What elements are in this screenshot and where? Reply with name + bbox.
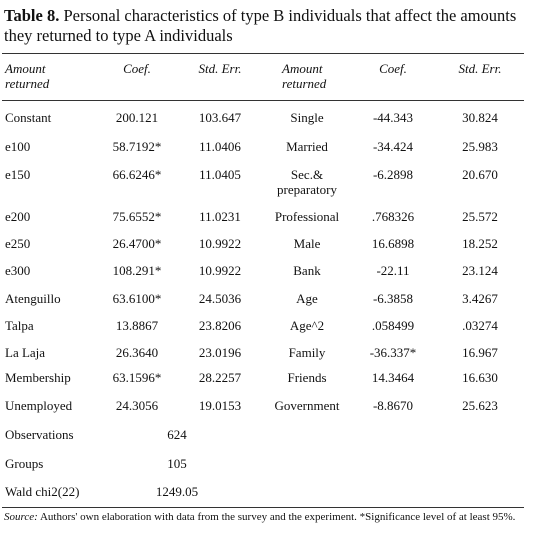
row-label: Membership bbox=[5, 370, 71, 385]
table-cell: 16.6898 bbox=[371, 236, 415, 251]
header-rule bbox=[2, 100, 524, 101]
table-cell: .03274 bbox=[462, 318, 498, 333]
table-cell: 14.3464 bbox=[371, 370, 415, 385]
table-cell: 63.1596* bbox=[112, 370, 162, 385]
row-label: e150 bbox=[5, 167, 31, 182]
row-label: Friends bbox=[287, 370, 327, 385]
table-cell: 25.623 bbox=[462, 398, 498, 413]
title-text: Personal characteristics of type B indiv… bbox=[4, 6, 517, 45]
row-label: La Laja bbox=[5, 345, 46, 360]
stat-label: Groups bbox=[5, 456, 44, 471]
row-label: e100 bbox=[5, 139, 31, 154]
source-text: Authors' own elaboration with data from … bbox=[39, 511, 516, 523]
table-cell: 24.3056 bbox=[115, 398, 159, 413]
table-cell: 58.7192* bbox=[112, 139, 162, 154]
table-cell: -34.424 bbox=[372, 139, 414, 154]
table-cell: 11.0405 bbox=[199, 167, 241, 182]
table-cell: 20.670 bbox=[462, 167, 498, 182]
table-cell: 66.6246* bbox=[112, 167, 162, 182]
row-label: Married bbox=[286, 139, 328, 154]
stat-label: Wald chi2(22) bbox=[5, 484, 80, 499]
table-cell: -36.337* bbox=[369, 345, 417, 360]
table-cell: -8.8670 bbox=[372, 398, 414, 413]
row-label: Bank bbox=[293, 263, 321, 278]
stat-label: Observations bbox=[5, 427, 74, 442]
table-cell: 23.8206 bbox=[198, 318, 242, 333]
table-cell: 75.6552* bbox=[112, 209, 162, 224]
table-cell: 28.2257 bbox=[198, 370, 242, 385]
table-cell: 30.824 bbox=[462, 110, 498, 125]
stat-value: 105 bbox=[167, 456, 187, 471]
row-label: e250 bbox=[5, 236, 31, 251]
table-cell: 11.0231 bbox=[199, 209, 241, 224]
table-cell: 19.0153 bbox=[198, 398, 242, 413]
bottom-rule bbox=[2, 507, 524, 508]
header-cell: Std. Err. bbox=[198, 61, 242, 76]
table-cell: 3.4267 bbox=[462, 291, 498, 306]
top-rule bbox=[2, 53, 524, 54]
table-cell: 23.0196 bbox=[198, 345, 242, 360]
source-note: Source: Authors' own elaboration with da… bbox=[4, 510, 530, 524]
table-cell: 10.9922 bbox=[198, 263, 242, 278]
row-label: e200 bbox=[5, 209, 31, 224]
row-label: Professional bbox=[274, 209, 340, 224]
header-cell: Coef. bbox=[123, 61, 151, 76]
table-cell: 25.572 bbox=[462, 209, 498, 224]
table-cell: 26.4700* bbox=[112, 236, 162, 251]
table-cell: -44.343 bbox=[372, 110, 414, 125]
stat-value: 1249.05 bbox=[155, 484, 199, 499]
header-cell: Amount returned bbox=[5, 61, 50, 91]
table-cell: 18.252 bbox=[462, 236, 498, 251]
table-cell: 103.647 bbox=[198, 110, 242, 125]
title-label: Table 8. bbox=[4, 6, 60, 25]
table-title: Table 8. Personal characteristics of typ… bbox=[4, 6, 530, 46]
row-label: Age bbox=[296, 291, 318, 306]
table-cell: 13.8867 bbox=[115, 318, 159, 333]
table-cell: -22.11 bbox=[376, 263, 410, 278]
row-label: e300 bbox=[5, 263, 31, 278]
table-cell: 16.630 bbox=[462, 370, 498, 385]
table-cell: 16.967 bbox=[462, 345, 498, 360]
header-cell: Coef. bbox=[379, 61, 407, 76]
row-label: Government bbox=[274, 398, 340, 413]
table-cell: -6.3858 bbox=[372, 291, 414, 306]
table-cell: .768326 bbox=[371, 209, 415, 224]
table-cell: 24.5036 bbox=[198, 291, 242, 306]
row-label: Talpa bbox=[5, 318, 34, 333]
table-cell: 108.291* bbox=[112, 263, 162, 278]
table-cell: -6.2898 bbox=[372, 167, 414, 182]
table-cell: .058499 bbox=[371, 318, 415, 333]
table-cell: 26.3640 bbox=[115, 345, 159, 360]
row-label: Family bbox=[288, 345, 326, 360]
row-label: Atenguillo bbox=[5, 291, 61, 306]
source-label: Source: bbox=[4, 511, 38, 523]
table-cell: 11.0406 bbox=[199, 139, 241, 154]
table-cell: 200.121 bbox=[115, 110, 159, 125]
row-label: Male bbox=[293, 236, 321, 251]
table-cell: 23.124 bbox=[462, 263, 498, 278]
table-cell: 25.983 bbox=[462, 139, 498, 154]
row-label: Unemployed bbox=[5, 398, 73, 413]
row-label: Constant bbox=[5, 110, 52, 125]
row-label: Sec.& preparatory bbox=[277, 167, 337, 197]
stat-value: 624 bbox=[167, 427, 187, 442]
table-cell: 10.9922 bbox=[198, 236, 242, 251]
row-label: Age^2 bbox=[289, 318, 325, 333]
row-label: Single bbox=[290, 110, 324, 125]
header-cell: Std. Err. bbox=[458, 61, 502, 76]
header-cell: Amount returned bbox=[282, 61, 327, 91]
table-cell: 63.6100* bbox=[112, 291, 162, 306]
